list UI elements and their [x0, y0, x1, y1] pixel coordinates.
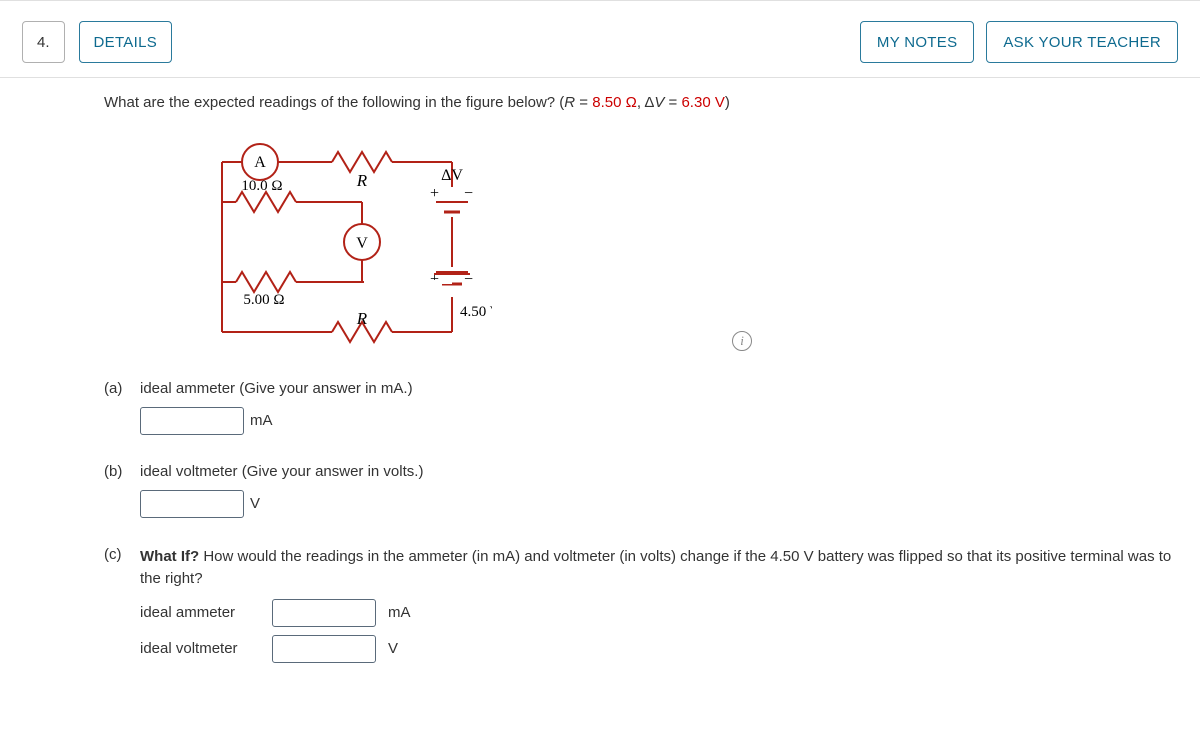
question-header: 4. DETAILS MY NOTES ASK YOUR TEACHER	[22, 21, 1178, 63]
stem-eq2: =	[664, 94, 681, 111]
parts: (a) ideal ammeter (Give your answer in m…	[104, 380, 1178, 663]
ammeter-label: A	[254, 154, 266, 171]
part-c-row2-label: ideal voltmeter	[140, 640, 260, 657]
r5-label: 5.00 Ω	[243, 292, 284, 308]
part-a: (a) ideal ammeter (Give your answer in m…	[104, 380, 1178, 435]
stem-r-var: R	[564, 94, 575, 111]
header-right-buttons: MY NOTES ASK YOUR TEACHER	[860, 21, 1178, 63]
part-c-ammeter-input[interactable]	[272, 599, 376, 627]
my-notes-button[interactable]: MY NOTES	[860, 21, 974, 63]
part-b-input[interactable]	[140, 490, 244, 518]
r10-label: 10.0 Ω	[241, 178, 282, 194]
stem-suffix: )	[725, 94, 730, 111]
part-c-text-wrap: What If? How would the readings in the a…	[140, 546, 1178, 591]
part-c-row2-unit: V	[388, 640, 398, 657]
voltmeter-label: V	[356, 235, 368, 252]
stem-prefix: What are the expected readings of the fo…	[104, 94, 564, 111]
part-c-whatif: What If?	[140, 548, 199, 565]
info-icon[interactable]: i	[732, 331, 752, 351]
question-stem: What are the expected readings of the fo…	[104, 92, 1178, 114]
top-r-label: R	[356, 171, 368, 190]
v450-label: 4.50 V	[460, 304, 492, 320]
circuit-diagram: A R ΔV + − 10.0 Ω V	[202, 132, 492, 362]
stem-mid: , Δ	[637, 94, 655, 111]
header-divider	[0, 77, 1200, 78]
dv-plus: +	[430, 185, 439, 202]
part-a-text: ideal ammeter (Give your answer in mA.)	[140, 380, 1178, 397]
stem-v-var: V	[654, 94, 664, 111]
stem-v-value: 6.30 V	[681, 94, 724, 111]
part-a-unit: mA	[250, 412, 273, 429]
part-b-text: ideal voltmeter (Give your answer in vol…	[140, 463, 1178, 480]
part-c-row1-label: ideal ammeter	[140, 604, 260, 621]
part-a-label: (a)	[104, 380, 140, 435]
dv-minus: −	[464, 185, 473, 202]
part-b-label: (b)	[104, 463, 140, 518]
part-b: (b) ideal voltmeter (Give your answer in…	[104, 463, 1178, 518]
bot-r-label: R	[356, 309, 368, 328]
dv-label: ΔV	[441, 167, 463, 184]
part-c: (c) What If? How would the readings in t…	[104, 546, 1178, 663]
stem-r-value: 8.50 Ω	[592, 94, 637, 111]
part-a-input[interactable]	[140, 407, 244, 435]
part-c-row1-unit: mA	[388, 604, 411, 621]
part-b-unit: V	[250, 495, 260, 512]
part-c-text: How would the readings in the ammeter (i…	[140, 548, 1171, 588]
part-c-voltmeter-input[interactable]	[272, 635, 376, 663]
part-c-label: (c)	[104, 546, 140, 663]
ask-teacher-button[interactable]: ASK YOUR TEACHER	[986, 21, 1178, 63]
details-button[interactable]: DETAILS	[79, 21, 173, 63]
question-number: 4.	[22, 21, 65, 63]
stem-eq1: =	[575, 94, 592, 111]
